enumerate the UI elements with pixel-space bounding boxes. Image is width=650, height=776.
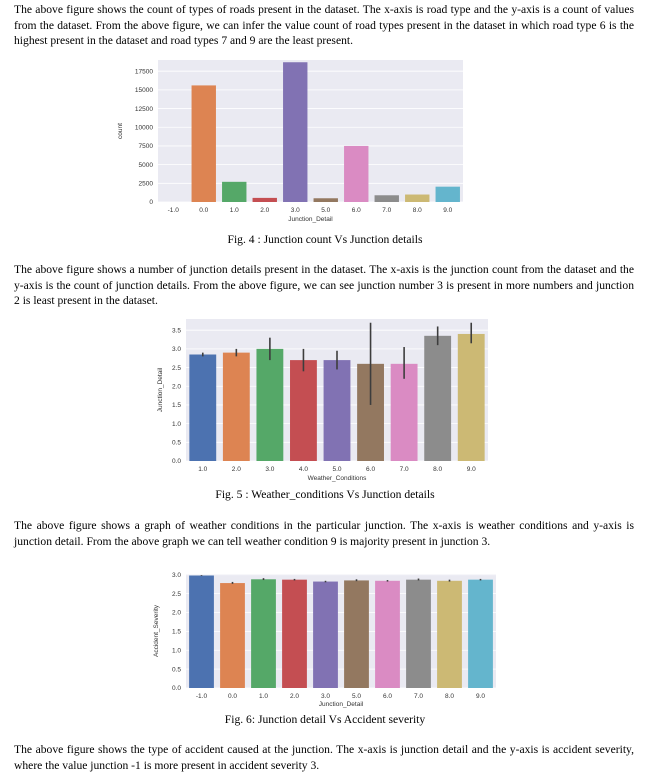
- paragraph-fig6-outro: The above figure shows the type of accid…: [14, 743, 634, 772]
- bar: [390, 363, 418, 461]
- x-tick-label: -1.0: [168, 207, 180, 214]
- x-tick-label: 5.0: [332, 466, 341, 473]
- y-tick-label: 0.5: [172, 666, 181, 673]
- y-tick-label: 12500: [135, 106, 153, 113]
- x-tick-label: 2.0: [260, 207, 269, 214]
- bar: [437, 580, 462, 688]
- x-tick-label: 3.0: [321, 693, 330, 700]
- x-tick-label: 8.0: [433, 466, 442, 473]
- x-tick-label: 7.0: [382, 207, 391, 214]
- bar: [283, 62, 308, 203]
- chart-junction-count: 0 2500 5000 7500 10000 12500 15000 17500 -1.0 0.0…: [117, 60, 463, 223]
- y-tick-label: 2500: [139, 181, 154, 188]
- bar: [468, 579, 493, 688]
- x-axis-label: Junction_Detail: [288, 216, 333, 223]
- y-tick-label: 7500: [139, 143, 154, 150]
- y-tick-label: 3.0: [172, 346, 181, 353]
- paragraph-fig5-intro: The above figure shows a number of junct…: [14, 263, 634, 307]
- bar: [189, 575, 214, 688]
- y-axis-label: Accident_Severity: [153, 604, 160, 657]
- x-tick-label: 9.0: [443, 207, 452, 214]
- x-tick-label: 4.0: [299, 466, 308, 473]
- bar: [344, 580, 369, 688]
- paragraph-fig6-intro: The above figure shows a graph of weathe…: [14, 519, 634, 548]
- x-tick-label: 2.0: [290, 693, 299, 700]
- caption-fig5: Fig. 5 : Weather_conditions Vs Junction …: [215, 488, 435, 501]
- x-tick-label: 0.0: [199, 207, 208, 214]
- caption-fig6: Fig. 6: Junction detail Vs Accident seve…: [224, 713, 426, 726]
- x-tick-label: 7.0: [414, 693, 423, 700]
- bar: [313, 198, 338, 202]
- y-tick-label: 2.0: [172, 610, 181, 617]
- bar: [405, 194, 430, 202]
- bar: [222, 181, 247, 202]
- y-tick-label: 15000: [135, 87, 153, 94]
- x-tick-label: 6.0: [383, 693, 392, 700]
- bar: [323, 360, 351, 461]
- y-tick-label: 0.5: [172, 440, 181, 447]
- bar: [344, 145, 369, 202]
- x-axis-label: Junction_Detail: [319, 701, 364, 708]
- bar: [222, 352, 250, 461]
- x-tick-label: 9.0: [476, 693, 485, 700]
- chart-junction-vs-severity: 0.0 0.5 1.0 1.5 2.0 2.5 3.0 -1.0 0.0 1.0 2.0 3.0 5.0…: [153, 572, 496, 708]
- bar: [191, 85, 216, 202]
- x-tick-label: 2.0: [232, 466, 241, 473]
- x-tick-label: 1.0: [259, 693, 268, 700]
- y-tick-label: 2.0: [172, 383, 181, 390]
- x-tick-label: 1.0: [230, 207, 239, 214]
- x-tick-label: -1.0: [196, 693, 208, 700]
- x-tick-label: 3.0: [265, 466, 274, 473]
- y-tick-label: 10000: [135, 124, 153, 131]
- x-tick-label: 6.0: [366, 466, 375, 473]
- y-tick-label: 1.5: [172, 402, 181, 409]
- x-tick-label: 9.0: [467, 466, 476, 473]
- bar: [256, 348, 284, 461]
- x-tick-label: 8.0: [413, 207, 422, 214]
- bar: [457, 333, 485, 461]
- bar: [282, 579, 307, 688]
- y-tick-label: 5000: [139, 162, 154, 169]
- y-tick-label: 0.0: [172, 685, 181, 692]
- y-tick-label: 2.5: [172, 365, 181, 372]
- bar: [313, 581, 338, 688]
- y-tick-label: 0: [149, 199, 153, 206]
- bar: [220, 583, 245, 688]
- caption-fig4: Fig. 4 : Junction count Vs Junction deta…: [227, 233, 423, 246]
- bar: [406, 579, 431, 688]
- y-tick-label: 17500: [135, 68, 153, 75]
- y-axis-label: Junction_Detail: [157, 367, 164, 412]
- bar: [435, 186, 460, 202]
- x-tick-label: 5.0: [352, 693, 361, 700]
- y-tick-label: 3.5: [172, 327, 181, 334]
- x-tick-label: 5.0: [321, 207, 330, 214]
- x-tick-label: 1.0: [198, 466, 207, 473]
- bar: [252, 197, 277, 202]
- x-tick-label: 7.0: [400, 466, 409, 473]
- paragraph-fig4-intro: The above figure shows the count of type…: [14, 3, 634, 47]
- y-tick-label: 1.0: [172, 647, 181, 654]
- y-tick-label: 1.0: [172, 421, 181, 428]
- y-tick-label: 1.5: [172, 629, 181, 636]
- bar: [424, 335, 452, 461]
- x-tick-label: 0.0: [228, 693, 237, 700]
- x-tick-label: 8.0: [445, 693, 454, 700]
- bar: [290, 360, 317, 461]
- bar: [374, 195, 399, 202]
- x-tick-label: 3.0: [291, 207, 300, 214]
- y-tick-label: 3.0: [172, 572, 181, 579]
- x-tick-label: 6.0: [352, 207, 361, 214]
- chart-weather-vs-junction: 0.0 0.5 1.0 1.5 2.0 2.5 3.0 3.5 1.0 2.0 3.0 4.0 5.0 6…: [157, 319, 488, 482]
- bar: [375, 580, 400, 688]
- y-tick-label: 2.5: [172, 591, 181, 598]
- bar: [189, 354, 217, 461]
- y-axis-label: count: [117, 123, 124, 139]
- x-axis-label: Weather_Conditions: [308, 475, 368, 482]
- bar: [251, 579, 276, 688]
- y-tick-label: 0.0: [172, 458, 181, 465]
